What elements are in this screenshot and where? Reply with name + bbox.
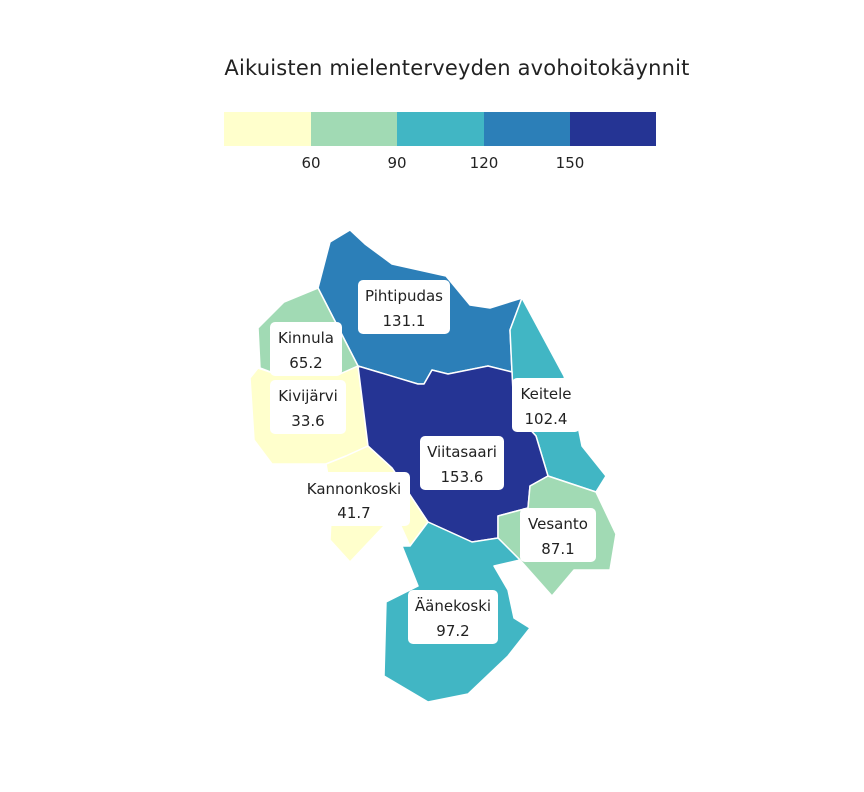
legend-swatch-1 xyxy=(224,112,311,146)
region-name: Pihtipudas xyxy=(365,287,443,305)
region-value: 102.4 xyxy=(525,410,568,428)
region-label-keitele: Keitele 102.4 xyxy=(512,378,580,432)
region-label-kannonkoski: Kannonkoski 41.7 xyxy=(298,472,410,526)
legend-tick-60: 60 xyxy=(301,154,321,172)
region-label-pihtipudas: Pihtipudas 131.1 xyxy=(358,280,450,334)
region-name: Vesanto xyxy=(528,515,588,533)
region-value: 97.2 xyxy=(436,622,469,640)
region-name: Äänekoski xyxy=(415,596,491,615)
legend-swatch-3 xyxy=(397,112,484,146)
region-value: 153.6 xyxy=(441,468,484,486)
map-title: Aikuisten mielenterveyden avohoitokäynni… xyxy=(224,56,690,80)
legend-swatch-2 xyxy=(311,112,397,146)
region-value: 33.6 xyxy=(291,412,324,430)
legend-swatch-4 xyxy=(484,112,570,146)
legend-tick-120: 120 xyxy=(469,154,499,172)
legend-tick-90: 90 xyxy=(387,154,407,172)
region-name: Kivijärvi xyxy=(278,387,338,405)
region-label-viitasaari: Viitasaari 153.6 xyxy=(420,436,504,490)
region-label-kinnula: Kinnula 65.2 xyxy=(270,322,342,376)
color-legend: 60 90 120 150 xyxy=(224,112,656,172)
legend-tick-150: 150 xyxy=(555,154,585,172)
region-name: Kannonkoski xyxy=(307,480,401,498)
region-value: 87.1 xyxy=(541,540,574,558)
region-name: Viitasaari xyxy=(427,443,497,461)
region-value: 65.2 xyxy=(289,354,322,372)
region-label-aanekoski: Äänekoski 97.2 xyxy=(408,590,498,644)
region-label-vesanto: Vesanto 87.1 xyxy=(520,508,596,562)
region-value: 41.7 xyxy=(337,504,370,522)
region-value: 131.1 xyxy=(383,312,426,330)
legend-swatch-5 xyxy=(570,112,656,146)
region-label-kivijarvi: Kivijärvi 33.6 xyxy=(270,380,346,434)
region-name: Keitele xyxy=(521,385,572,403)
region-name: Kinnula xyxy=(278,329,334,347)
